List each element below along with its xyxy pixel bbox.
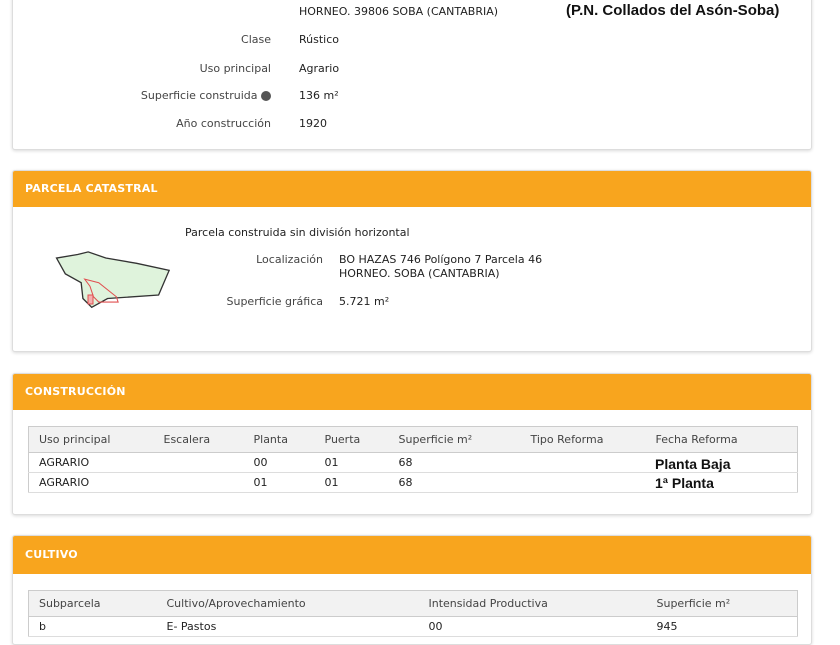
cell bbox=[645, 452, 798, 473]
cultivo-header: CULTIVO bbox=[13, 536, 811, 574]
cell bbox=[645, 472, 798, 493]
parcela-header: PARCELA CATASTRAL bbox=[13, 171, 811, 207]
cell: AGRARIO bbox=[28, 452, 154, 473]
cell: 01 bbox=[314, 452, 389, 473]
superficie-grafica-value: 5.721 m² bbox=[339, 295, 390, 308]
col-cultivo: Cultivo/Aprovechamiento bbox=[156, 590, 419, 617]
superficie-label-text: Superficie construida bbox=[140, 89, 258, 102]
table-header-row: Subparcela Cultivo/Aprovechamiento Inten… bbox=[28, 590, 798, 617]
col-intensidad: Intensidad Productiva bbox=[418, 590, 647, 617]
info-icon[interactable] bbox=[261, 91, 271, 101]
cell bbox=[520, 472, 646, 493]
col-planta: Planta bbox=[243, 426, 315, 453]
cell: 68 bbox=[388, 452, 521, 473]
col-tipo-reforma: Tipo Reforma bbox=[520, 426, 646, 453]
cell: 945 bbox=[646, 616, 798, 637]
cell: 01 bbox=[314, 472, 389, 493]
localizacion-line2: HORNEO. SOBA (CANTABRIA) bbox=[339, 267, 500, 280]
cell: b bbox=[28, 616, 157, 637]
table-row: AGRARIO 01 01 68 bbox=[28, 472, 798, 493]
cell bbox=[520, 452, 646, 473]
parcela-subtitle: Parcela construida sin división horizont… bbox=[185, 226, 410, 239]
field-label-uso: Uso principal bbox=[199, 62, 271, 75]
construccion-card: CONSTRUCCIÓN Uso principal Escalera Plan… bbox=[12, 373, 812, 515]
col-uso: Uso principal bbox=[28, 426, 154, 453]
col-subparcela: Subparcela bbox=[28, 590, 157, 617]
construccion-header: CONSTRUCCIÓN bbox=[13, 374, 811, 410]
cell bbox=[153, 452, 244, 473]
superficie-grafica-label: Superficie gráfica bbox=[226, 295, 324, 308]
table-header-row: Uso principal Escalera Planta Puerta Sup… bbox=[28, 426, 798, 453]
field-value-ano: 1920 bbox=[299, 117, 327, 130]
localizacion-label: Localización bbox=[256, 253, 323, 266]
col-fecha-reforma: Fecha Reforma bbox=[645, 426, 798, 453]
col-escalera: Escalera bbox=[153, 426, 244, 453]
construccion-table: Uso principal Escalera Planta Puerta Sup… bbox=[28, 426, 798, 493]
table-row: AGRARIO 00 01 68 bbox=[28, 452, 798, 473]
cell: E- Pastos bbox=[156, 616, 419, 637]
col-superficie: Superficie m² bbox=[646, 590, 798, 617]
field-value-clase: Rústico bbox=[299, 33, 339, 46]
parcel-map-icon[interactable] bbox=[53, 251, 173, 321]
field-label-superficie: Superficie construida bbox=[141, 89, 271, 102]
address-line: HORNEO. 39806 SOBA (CANTABRIA) bbox=[299, 5, 499, 18]
field-label-ano: Año construcción bbox=[176, 117, 271, 130]
cell: 00 bbox=[418, 616, 647, 637]
cultivo-card: CULTIVO Subparcela Cultivo/Aprovechamien… bbox=[12, 535, 812, 645]
cell: AGRARIO bbox=[28, 472, 154, 493]
col-puerta: Puerta bbox=[314, 426, 389, 453]
cell: 00 bbox=[243, 452, 315, 473]
annotation-primera-planta: 1ª Planta bbox=[655, 475, 714, 491]
col-superficie: Superficie m² bbox=[388, 426, 521, 453]
field-value-superficie: 136 m² bbox=[299, 89, 339, 102]
cell bbox=[153, 472, 244, 493]
table-row: b E- Pastos 00 945 bbox=[28, 616, 798, 637]
field-value-uso: Agrario bbox=[299, 62, 340, 75]
cell: 01 bbox=[243, 472, 315, 493]
inmueble-card: HORNEO. 39806 SOBA (CANTABRIA) (P.N. Col… bbox=[12, 0, 812, 150]
cell: 68 bbox=[388, 472, 521, 493]
localizacion-line1: BO HAZAS 746 Polígono 7 Parcela 46 bbox=[339, 253, 543, 266]
field-label-clase: Clase bbox=[241, 33, 271, 46]
park-annotation: (P.N. Collados del Asón-Soba) bbox=[566, 2, 780, 19]
parcela-card: PARCELA CATASTRAL Parcela construida sin… bbox=[12, 170, 812, 352]
annotation-planta-baja: Planta Baja bbox=[655, 456, 731, 472]
